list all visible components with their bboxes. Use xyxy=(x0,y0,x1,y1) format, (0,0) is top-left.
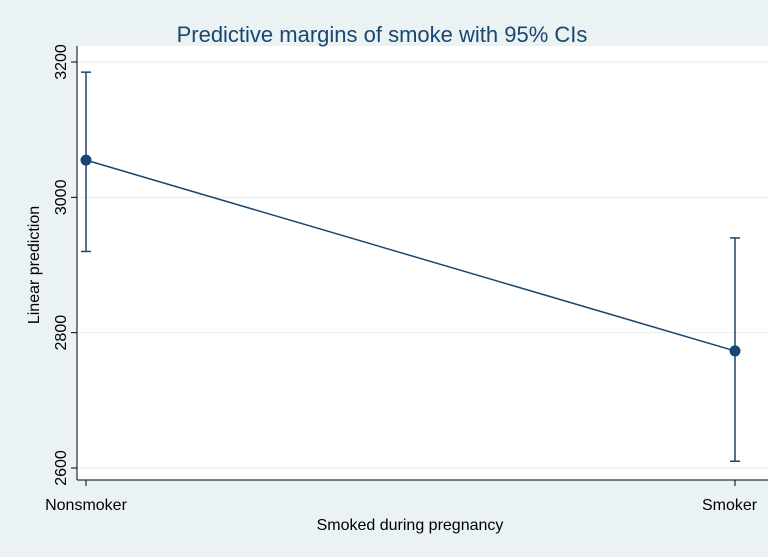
y-tick-label: 2800 xyxy=(53,315,70,351)
axis-layer: 2600 2800 3000 3200 Nonsmoker Smoker xyxy=(45,44,768,514)
grid-layer xyxy=(77,61,768,469)
data-point xyxy=(729,345,741,357)
x-axis-title: Smoked during pregnancy xyxy=(317,517,504,534)
y-tick-label: 3000 xyxy=(53,179,70,215)
series-layer xyxy=(80,71,741,462)
y-axis-title: Linear prediction xyxy=(26,206,43,324)
x-tick-label: Smoker xyxy=(702,497,758,514)
plot-area xyxy=(77,46,768,480)
data-point xyxy=(80,154,92,166)
y-tick-label: 2600 xyxy=(53,450,70,486)
y-tick-label: 3200 xyxy=(53,44,70,80)
x-tick-label: Nonsmoker xyxy=(45,497,127,514)
series-line xyxy=(85,159,736,352)
chart-title: Predictive margins of smoke with 95% CIs xyxy=(177,22,588,47)
